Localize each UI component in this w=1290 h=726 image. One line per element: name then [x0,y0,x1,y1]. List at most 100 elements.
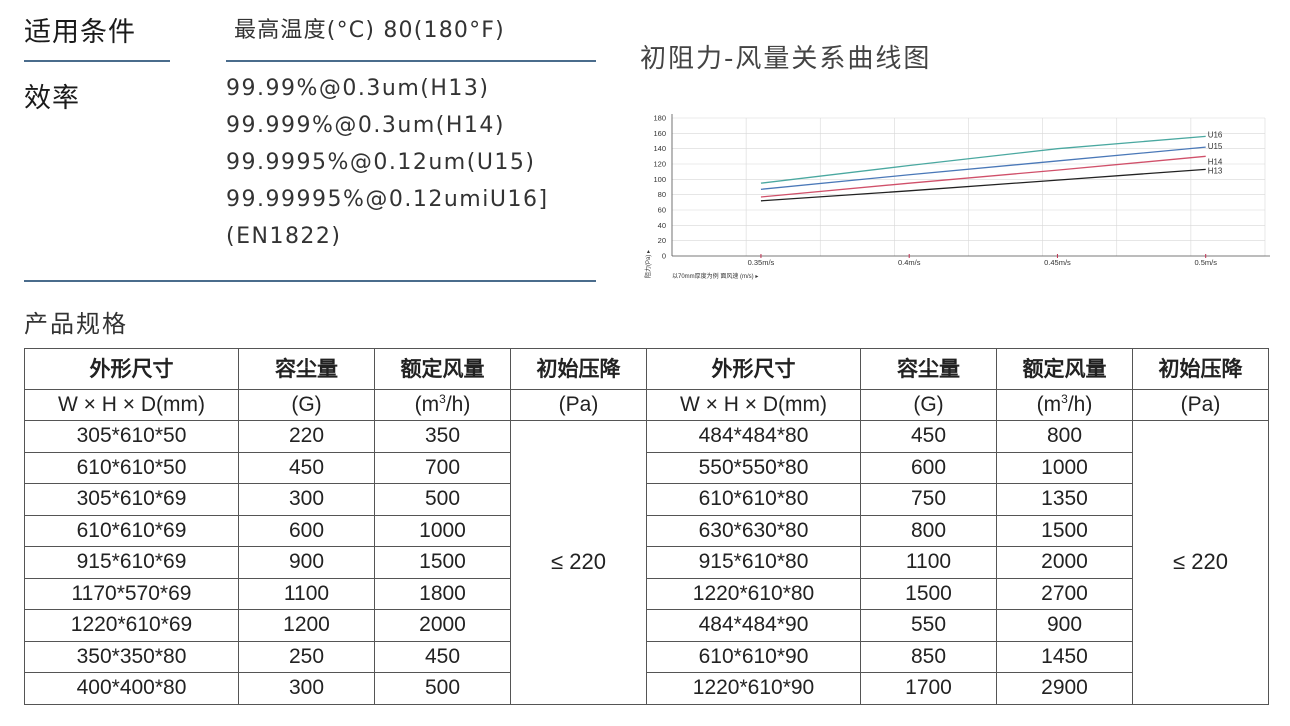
cell-flow: 500 [374,672,511,705]
cell-flow: 1800 [374,577,511,610]
unit-flow: (m3/h) [374,389,511,421]
cell-size: 915*610*80 [646,546,861,579]
cell-dust: 900 [238,546,375,579]
y-tick-label: 40 [658,221,666,230]
table-units-row: W × H × D(mm) (G) (m3/h) (Pa) W × H × D(… [24,389,1269,421]
y-tick-label: 160 [653,129,666,138]
cell-dust: 450 [238,451,375,484]
header-pressure: 初始压降 [1132,348,1269,390]
y-tick-label: 120 [653,160,666,169]
cell-flow: 2000 [374,609,511,642]
table-header-row: 外形尺寸 容尘量 额定风量 初始压降 外形尺寸 容尘量 额定风量 初始压降 [24,348,1269,390]
cell-flow: 900 [996,609,1133,642]
cell-dust: 600 [860,451,997,484]
cell-size: 1220*610*90 [646,672,861,705]
cell-dust: 220 [238,420,375,453]
cell-dust: 300 [238,483,375,516]
cell-flow: 2900 [996,672,1133,705]
cell-size: 1220*610*69 [24,609,239,642]
cell-size: 610*610*69 [24,514,239,547]
chart-series [760,135,1206,202]
y-tick-label: 100 [653,175,666,184]
cell-size: 350*350*80 [24,640,239,673]
cell-flow: 2700 [996,577,1133,610]
header-flow: 额定风量 [374,348,511,390]
series-line [760,155,1206,198]
table-row: 610*610*50 450 700 550*550*80 600 1000 [24,451,1269,484]
chart-grid [671,114,1270,257]
conditions-label-rule [24,60,170,62]
cell-dust: 1100 [860,546,997,579]
spec-section-title: 产品规格 [24,310,128,338]
cell-size: 1220*610*80 [646,577,861,610]
cell-flow: 2000 [996,546,1133,579]
series-line [760,168,1206,202]
series-line [760,135,1206,184]
cell-dust: 800 [860,514,997,547]
chart-title: 初阻力-风量关系曲线图 [640,44,932,74]
cell-size: 400*400*80 [24,672,239,705]
efficiency-line: 99.99995%@0.12umiU16] [226,187,549,212]
conditions-value: 最高温度(°C) 80(180°F) [234,18,505,43]
cell-flow: 500 [374,483,511,516]
cell-dust: 1500 [860,577,997,610]
unit-size: W × H × D(mm) [24,389,239,421]
cell-dust: 1700 [860,672,997,705]
efficiency-rule [24,280,596,282]
cell-flow: 1000 [996,451,1133,484]
cell-flow: 700 [374,451,511,484]
table-row: 400*400*80 300 500 1220*610*90 1700 2900 [24,672,1269,705]
cell-size: 610*610*50 [24,451,239,484]
series-label: U16 [1208,130,1223,139]
cell-dust: 450 [860,420,997,453]
cell-dust: 750 [860,483,997,516]
unit-dust: (G) [238,389,375,421]
header-size: 外形尺寸 [646,348,861,390]
conditions-label: 适用条件 [24,17,136,48]
unit-pressure: (Pa) [1132,389,1269,421]
conditions-value-rule [226,60,596,62]
cell-dust: 1200 [238,609,375,642]
table-row: 1170*570*69 1100 1800 1220*610*80 1500 2700 [24,577,1269,610]
efficiency-line: 99.99%@0.3um(H13) [226,76,490,101]
header-dust: 容尘量 [238,348,375,390]
cell-dust: 1100 [238,577,375,610]
y-tick-label: 0 [662,252,666,261]
cell-flow: 1350 [996,483,1133,516]
table-row: 915*610*69 900 1500 915*610*80 1100 2000 [24,546,1269,579]
cell-size: 305*610*50 [24,420,239,453]
cell-dust: 250 [238,640,375,673]
cell-pressure-left: ≤ 220 [510,420,647,705]
cell-size: 915*610*69 [24,546,239,579]
x-tick-label: 0.35m/s [748,258,775,267]
x-tick-label: 0.45m/s [1044,258,1071,267]
table-row: 305*610*69 300 500 610*610*80 750 1350 [24,483,1269,516]
cell-size: 610*610*90 [646,640,861,673]
cell-dust: 300 [238,672,375,705]
efficiency-line: 99.9995%@0.12um(U15) [226,150,536,175]
header-flow: 额定风量 [996,348,1133,390]
cell-size: 305*610*69 [24,483,239,516]
unit-size: W × H × D(mm) [646,389,861,421]
efficiency-line: (EN1822) [226,224,342,249]
unit-dust: (G) [860,389,997,421]
cell-flow: 1450 [996,640,1133,673]
header-pressure: 初始压降 [510,348,647,390]
table-row: 305*610*50 220 350 ≤ 220 484*484*80 450 800 ≤ 2… [24,420,1269,705]
series-label: H14 [1208,157,1223,166]
x-tick-label: 0.4m/s [898,258,921,267]
cell-size: 1170*570*69 [24,577,239,610]
unit-flow: (m3/h) [996,389,1133,421]
header-size: 外形尺寸 [24,348,239,390]
cell-dust: 600 [238,514,375,547]
efficiency-label: 效率 [24,83,80,114]
efficiency-line: 99.999%@0.3um(H14) [226,113,505,138]
cell-size: 630*630*80 [646,514,861,547]
cell-dust: 550 [860,609,997,642]
cell-flow: 1000 [374,514,511,547]
chart-x-ticks: 0.35m/s 0.4m/s 0.45m/s 0.5m/s [748,254,1217,267]
table-row: 610*610*69 600 1000 630*630*80 800 1500 [24,514,1269,547]
chart-y-ticks: 180 160 140 120 100 80 60 40 20 0 [653,114,666,261]
